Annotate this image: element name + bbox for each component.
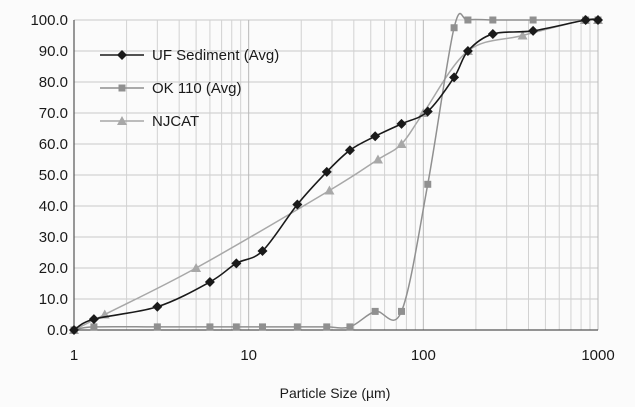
data-point xyxy=(206,323,214,331)
data-point xyxy=(323,323,331,331)
data-point xyxy=(344,145,355,156)
data-point xyxy=(462,46,473,56)
x-tick-label: 10 xyxy=(240,347,257,364)
data-point xyxy=(398,307,406,315)
y-tick-label: 90.0 xyxy=(39,43,68,60)
data-point xyxy=(88,314,99,325)
data-point xyxy=(489,16,497,24)
data-point xyxy=(580,15,591,25)
data-point xyxy=(487,28,498,39)
x-tick-label: 1 xyxy=(70,347,78,364)
x-tick-label: 100 xyxy=(411,347,436,364)
legend-marker xyxy=(117,50,127,60)
data-point xyxy=(204,276,215,287)
data-point xyxy=(232,323,240,331)
data-point xyxy=(517,30,528,40)
data-point xyxy=(422,106,433,117)
x-tick-label: 1000 xyxy=(581,347,614,364)
data-point xyxy=(418,108,429,117)
data-point xyxy=(346,323,354,331)
data-point xyxy=(153,323,161,331)
data-point xyxy=(152,301,163,312)
data-point xyxy=(424,180,432,188)
data-point xyxy=(529,16,537,24)
y-tick-label: 0.0 xyxy=(47,322,68,339)
y-tick-label: 100.0 xyxy=(30,12,68,29)
data-point xyxy=(293,323,301,331)
data-point xyxy=(90,323,98,331)
data-point xyxy=(292,199,303,210)
data-point xyxy=(449,72,460,83)
legend-label: NJCAT xyxy=(152,113,199,130)
data-point xyxy=(191,263,202,272)
y-tick-label: 30.0 xyxy=(39,229,68,246)
legend-label: OK 110 (Avg) xyxy=(152,80,242,97)
x-axis-title: Particle Size (µm) xyxy=(280,385,391,401)
legend-marker xyxy=(118,84,126,92)
data-point xyxy=(396,139,407,148)
data-point xyxy=(258,323,266,331)
data-point xyxy=(231,258,242,269)
data-point xyxy=(321,166,332,177)
data-point xyxy=(396,118,407,129)
data-point xyxy=(528,25,539,36)
data-point xyxy=(372,154,383,164)
y-tick-label: 60.0 xyxy=(39,136,68,153)
data-point xyxy=(370,131,381,142)
data-point xyxy=(464,16,472,24)
data-point xyxy=(450,24,458,32)
data-point xyxy=(324,185,335,195)
y-tick-label: 40.0 xyxy=(39,198,68,215)
y-tick-label: 10.0 xyxy=(39,291,68,308)
data-point xyxy=(593,15,603,25)
y-tick-label: 50.0 xyxy=(39,167,68,184)
legend-marker xyxy=(117,116,127,125)
y-tick-label: 80.0 xyxy=(39,74,68,91)
data-point xyxy=(257,245,268,256)
y-tick-label: 20.0 xyxy=(39,260,68,277)
legend-label: UF Sediment (Avg) xyxy=(152,47,279,64)
data-point xyxy=(69,325,79,335)
y-tick-label: 70.0 xyxy=(39,105,68,122)
data-point xyxy=(371,307,379,315)
